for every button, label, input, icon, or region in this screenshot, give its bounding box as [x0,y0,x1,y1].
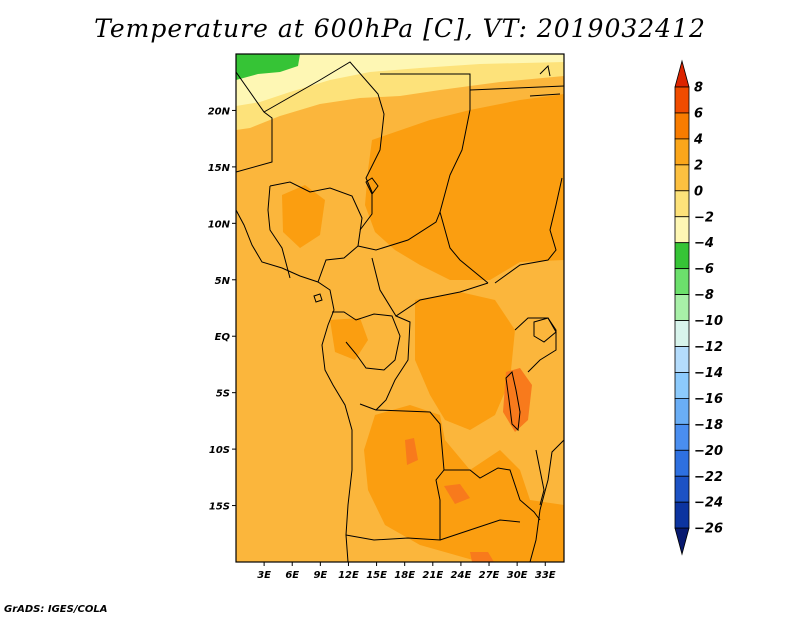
lon-tick-label: 9E [313,570,327,581]
lon-tick-label: 6E [285,570,299,581]
colorbar-segment [674,164,690,192]
border-east [514,317,557,373]
lon-tick-label: 12E [338,570,359,581]
longitude-axis: 3E 6E 9E 12E 15E 18E 21E 24E 27E 30E 33E [257,562,556,581]
field-2-to-4-north [365,94,564,280]
colorbar-segment [674,449,690,477]
colorbar-label: 8 [694,81,703,96]
border-north-3 [380,73,489,284]
field-minus6-to-minus4 [236,54,300,80]
colorbar-segment [674,190,690,218]
colorbar-segment [674,112,690,140]
border-south-1 [345,409,445,541]
colorbar-segment [674,372,690,399]
colorbar-segment [674,397,690,425]
colorbar-segment [674,294,690,321]
lake-chad [365,177,379,195]
field-4-to-6-mozambique [470,552,494,562]
colorbar-segment [674,138,690,166]
field-2-to-4-gabon [330,318,368,360]
colorbar-segment [674,268,690,295]
colorbar-label: −12 [694,340,723,355]
lat-tick-label: 5N [215,276,231,287]
field-2-to-4-congo [415,292,515,430]
field-4-to-6-zambia [444,484,470,504]
east-african-coast [529,439,564,562]
west-african-coast [236,209,353,562]
lon-tick-label: 21E [422,570,443,581]
colorbar-label: −20 [694,444,723,459]
colorbar-label: −16 [694,392,723,407]
lon-tick-label: 33E [535,570,556,581]
chart-title: Temperature at 600hPa [C], VT: 201903241… [94,14,706,43]
border-central-3 [332,311,401,371]
field-minus4-to-minus2 [236,54,564,106]
lon-tick-label: 15E [366,570,387,581]
colorbar-label: 2 [694,158,703,173]
lon-tick-label: 3E [257,570,271,581]
colorbar-label: 0 [694,184,703,199]
lat-tick-label: 15N [208,163,231,174]
lake-victoria [533,317,557,343]
colorbar-label: −26 [694,522,723,537]
lat-tick-label: 5S [216,389,230,400]
colorbar-segment [674,501,690,529]
lat-tick-label: 20N [208,106,231,117]
field-2-to-4-nigeria [282,185,325,248]
colorbar-label: 4 [693,132,703,147]
coastlines-and-borders [236,61,564,562]
colorbar-bottom-arrow [674,527,690,556]
lat-tick-label: EQ [215,332,231,343]
colorbar-segment [674,320,690,347]
colorbar-segment [674,242,690,270]
red-sea-coast [529,64,561,97]
colorbar-top-arrow [674,59,690,88]
colorbar-label: −6 [694,262,714,277]
colorbar-label: −4 [694,236,714,251]
border-south-2 [444,467,541,521]
border-north-4 [469,85,564,91]
field-4-to-6-angola [405,438,418,465]
colorbar-segment [674,216,690,244]
colorbar-label: −2 [694,210,714,225]
colorbar-label: −24 [694,496,723,511]
colorbar-segment [674,475,690,503]
colorbar-segment [674,346,690,373]
colorbar-label: −22 [694,470,723,485]
lake-malawi [535,449,545,506]
latitude-axis: 20N 15N 10N 5N EQ 5S 10S 15S [208,106,236,513]
lon-tick-label: 30E [507,570,528,581]
colorbar-label: −18 [694,418,723,433]
lake-tanganyika [505,371,521,432]
colorbar-segment [674,423,690,451]
colorbar-label: −14 [694,366,723,381]
colorbar-label: 6 [694,106,703,121]
colorbar-label: −10 [694,314,723,329]
lat-tick-label: 10S [209,445,230,456]
border-south-3 [439,519,521,541]
map-frame [235,53,565,563]
colorbar-label: −8 [694,288,714,303]
colorbar-segment [674,86,690,114]
lat-tick-label: 15S [209,502,230,513]
lon-tick-label: 18E [394,570,415,581]
colorbar: 8 6 4 2 0 −2 −4 −6 −8 −10 −12 −14 −16 −18 −20 −22 −24 −26 [674,59,723,556]
lon-tick-label: 24E [451,570,472,581]
border-central-2 [371,257,489,317]
border-north-1 [236,71,273,173]
temperature-field [236,54,564,562]
border-central-1 [357,211,441,251]
lat-tick-label: 10N [208,219,231,230]
grads-credit: GrADS: IGES/COLA [4,604,108,615]
bioko-island [313,293,323,303]
border-north-2 [263,61,385,231]
border-nigeria [267,181,363,283]
lon-tick-label: 27E [479,570,500,581]
border-north-5 [494,177,563,284]
